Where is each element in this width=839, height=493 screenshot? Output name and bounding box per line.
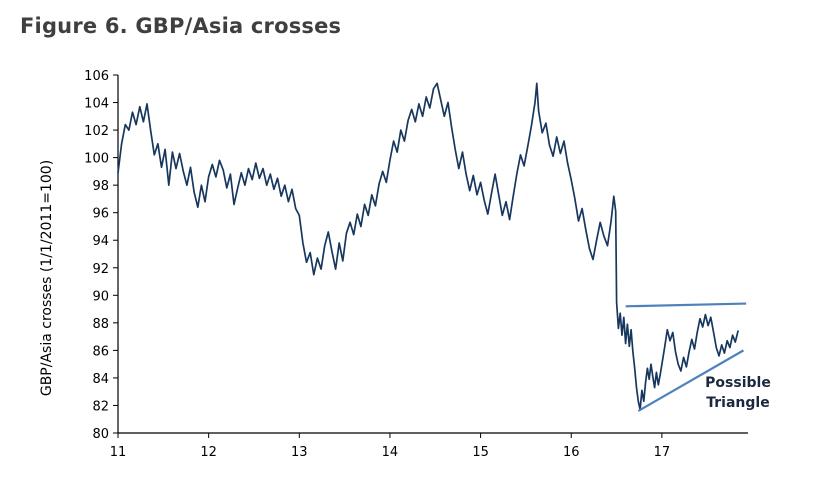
y-tick-label: 92 — [92, 262, 109, 277]
y-tick-label: 106 — [84, 69, 109, 84]
figure-header: Figure 6. GBP/Asia crosses — [0, 0, 839, 60]
x-tick-label: 15 — [472, 445, 489, 460]
y-tick-label: 100 — [84, 152, 109, 167]
y-axis-title: GBP/Asia crosses (1/1/2011=100) — [39, 159, 55, 397]
x-tick-label: 16 — [563, 445, 580, 460]
lower-trendline — [637, 349, 745, 412]
x-tick-label: 13 — [291, 445, 308, 460]
annotation-line2: Triangle — [706, 395, 770, 412]
annotation-line1: Possible — [705, 375, 771, 391]
x-tick-label: 17 — [654, 445, 671, 460]
triangle-annotation: Possible Triangle — [694, 373, 782, 414]
y-tick-label: 88 — [92, 317, 109, 332]
y-tick-label: 94 — [92, 234, 109, 249]
y-tick-label: 86 — [92, 344, 109, 359]
chart-area: 80 82 84 86 88 90 92 94 96 98 100 102 104 106 11 12 13 14… — [0, 60, 839, 485]
y-tick-label: 84 — [92, 372, 109, 387]
y-tick-label: 102 — [84, 124, 109, 139]
y-tick-label: 82 — [92, 399, 109, 414]
x-tick-label: 14 — [382, 445, 399, 460]
gbp-asia-line-chart: 80 82 84 86 88 90 92 94 96 98 100 102 104 106 11 12 13 14… — [84, 69, 748, 460]
figure-title: Figure 6. GBP/Asia crosses — [20, 14, 342, 38]
y-tick-label: 96 — [92, 207, 109, 222]
y-tick-label: 80 — [92, 427, 109, 442]
y-tick-label: 98 — [92, 179, 109, 194]
x-tick-label: 12 — [200, 445, 217, 460]
x-tick-label: 11 — [110, 445, 127, 460]
upper-trendline — [625, 302, 747, 308]
y-tick-label: 104 — [84, 97, 109, 112]
series-line-gbp-asia-crosses — [117, 82, 739, 411]
y-tick-label: 90 — [92, 289, 109, 304]
